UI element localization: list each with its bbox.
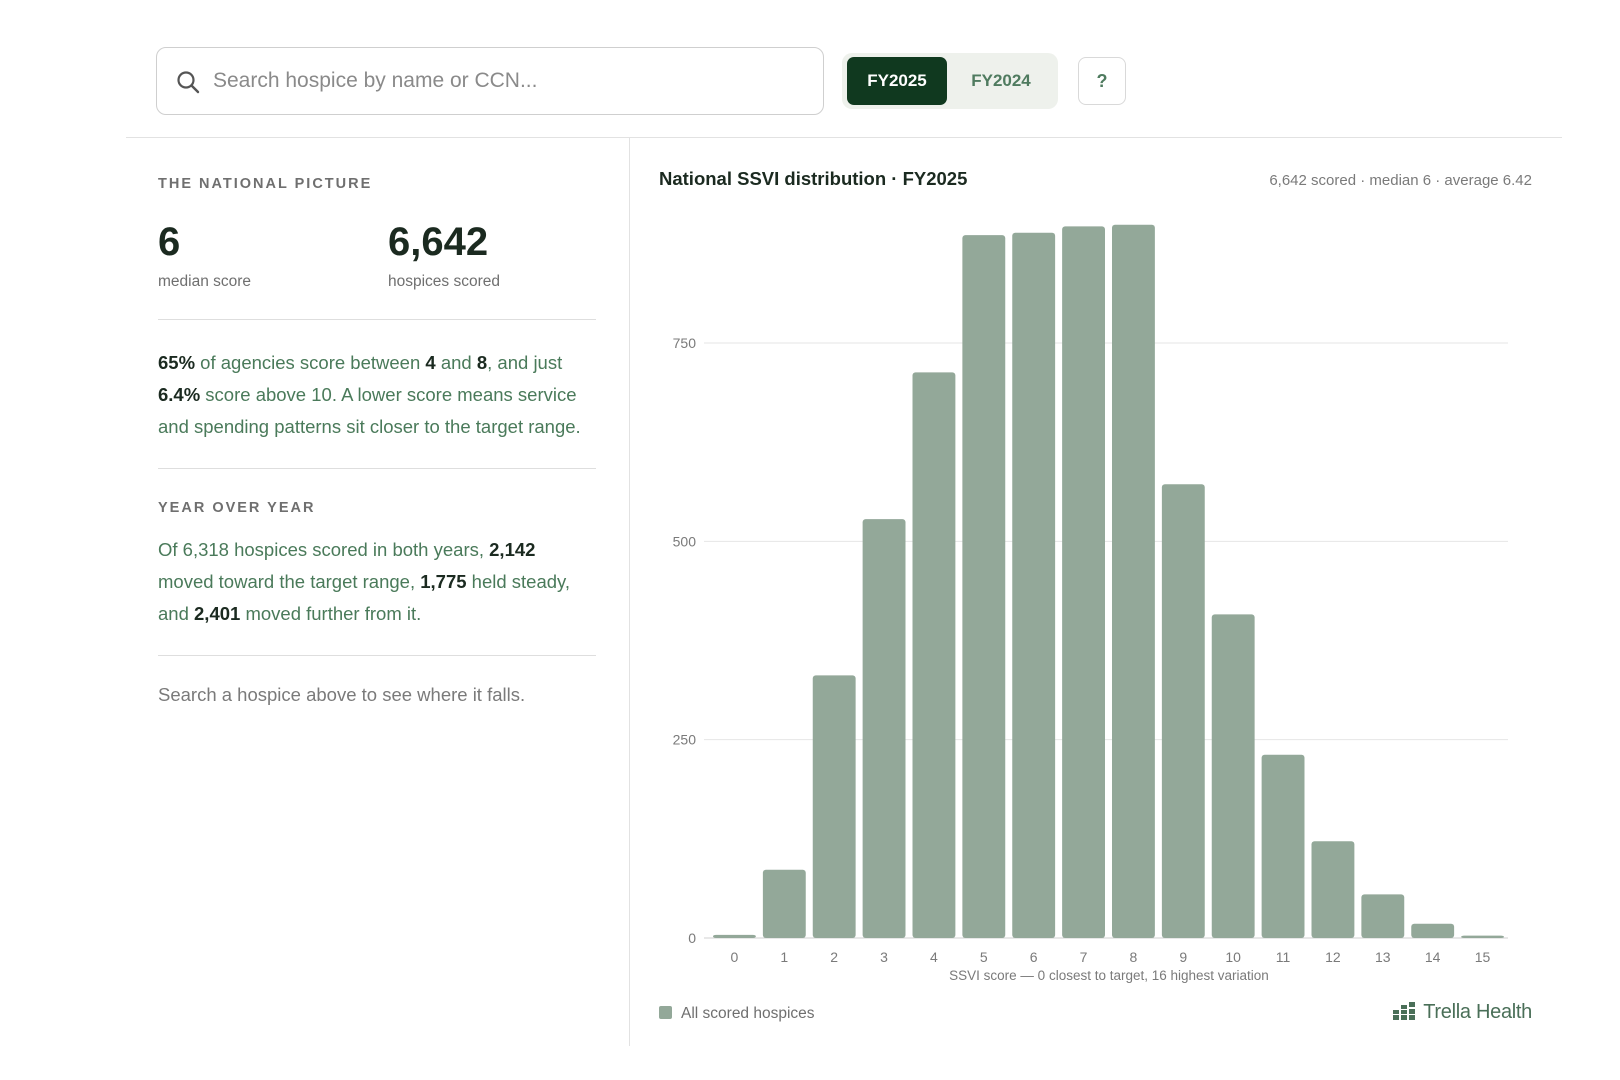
- x-tick-label: 5: [980, 949, 988, 965]
- bar-15: [1461, 935, 1504, 938]
- yoy-heading: YEAR OVER YEAR: [158, 500, 316, 516]
- fy2025-button[interactable]: FY2025: [847, 57, 947, 105]
- y-tick-label: 250: [673, 732, 697, 748]
- y-tick-label: 0: [688, 930, 696, 946]
- bar-4: [912, 372, 956, 938]
- text: and: [435, 352, 477, 373]
- legend-label: All scored hospices: [681, 1005, 815, 1022]
- search-hint: Search a hospice above to see where it f…: [158, 684, 526, 705]
- x-tick-label: 11: [1276, 949, 1291, 965]
- further-count: 2,401: [194, 603, 241, 624]
- median-value: 6: [158, 220, 181, 264]
- x-tick-label: 3: [880, 949, 888, 965]
- bar-6: [1012, 232, 1056, 938]
- x-axis-label: SSVI score — 0 closest to target, 16 hig…: [949, 968, 1269, 983]
- search-box[interactable]: [156, 47, 824, 115]
- chart-meta: 6,642 scored · median 6 · average 6.42: [1269, 172, 1532, 189]
- bar-8: [1112, 224, 1155, 938]
- count-label: hospices scored: [388, 273, 501, 290]
- y-tick-label: 500: [673, 533, 697, 549]
- text: held steady, and: [158, 571, 571, 624]
- legend-swatch: [659, 1006, 672, 1019]
- x-tick-label: 13: [1375, 949, 1391, 965]
- median-label: median score: [158, 273, 252, 290]
- pct-above: 6.4%: [158, 384, 201, 405]
- chart-legend: All scored hospices: [659, 1005, 815, 1023]
- search-input[interactable]: [213, 62, 793, 100]
- x-tick-label: 12: [1325, 949, 1341, 965]
- x-tick-label: 1: [780, 949, 788, 965]
- bar-3: [862, 519, 906, 938]
- steady-count: 1,775: [420, 571, 467, 592]
- help-button[interactable]: ?: [1078, 57, 1126, 105]
- yoy-summary: Of 6,318 hospices scored in both years, …: [158, 534, 596, 630]
- x-tick-label: 7: [1080, 949, 1088, 965]
- text: Of 6,318 hospices scored in both years,: [158, 539, 490, 560]
- bar-0: [713, 934, 756, 938]
- search-icon: [177, 71, 200, 94]
- chart-title: National SSVI distribution · FY2025: [659, 168, 968, 189]
- x-tick-label: 9: [1179, 949, 1187, 965]
- x-tick-label: 10: [1225, 949, 1241, 965]
- text: , and just: [487, 352, 563, 373]
- text: score above 10. A lower score means serv…: [158, 384, 581, 437]
- divider: [158, 468, 596, 469]
- y-tick-label: 750: [673, 335, 697, 351]
- bar-1: [762, 869, 806, 938]
- bar-13: [1361, 894, 1405, 938]
- range-low: 4: [425, 352, 436, 373]
- range-high: 8: [476, 352, 488, 373]
- summary-heading: THE NATIONAL PICTURE: [158, 176, 373, 192]
- pct-in-range: 65%: [158, 352, 196, 373]
- header-divider: [126, 137, 1562, 138]
- x-tick-label: 14: [1425, 949, 1441, 965]
- bar-5: [962, 235, 1006, 938]
- bar-2: [812, 675, 856, 938]
- divider: [158, 319, 596, 320]
- divider: [158, 655, 596, 656]
- x-tick-label: 4: [930, 949, 938, 965]
- count-value: 6,642: [388, 220, 489, 264]
- grid-logo-icon: [1393, 1002, 1416, 1020]
- fy2024-button[interactable]: FY2024: [951, 57, 1051, 105]
- bar-7: [1062, 226, 1105, 938]
- brand-logo: Trella Health: [1393, 1001, 1532, 1024]
- text: moved further from it.: [240, 603, 422, 624]
- brand-name: Trella Health: [1423, 1001, 1532, 1023]
- bar-10: [1211, 614, 1255, 938]
- x-tick-label: 6: [1030, 949, 1038, 965]
- bar-12: [1311, 841, 1355, 938]
- bar-9: [1161, 484, 1205, 938]
- top-bar: FY2025 FY2024 ?: [156, 47, 1136, 115]
- bar-14: [1411, 923, 1455, 938]
- x-tick-label: 8: [1130, 949, 1138, 965]
- text: of agencies score between: [195, 352, 426, 373]
- toward-count: 2,142: [489, 539, 536, 560]
- text: moved toward the target range,: [158, 571, 421, 592]
- year-toggle: FY2025 FY2024: [842, 53, 1058, 109]
- x-tick-label: 15: [1475, 949, 1491, 965]
- bar-11: [1261, 754, 1305, 938]
- x-tick-label: 2: [830, 949, 838, 965]
- distribution-summary: 65% of agencies score between 4 and 8, a…: [158, 347, 596, 443]
- panel-divider: [629, 138, 630, 1046]
- x-tick-label: 0: [731, 949, 739, 965]
